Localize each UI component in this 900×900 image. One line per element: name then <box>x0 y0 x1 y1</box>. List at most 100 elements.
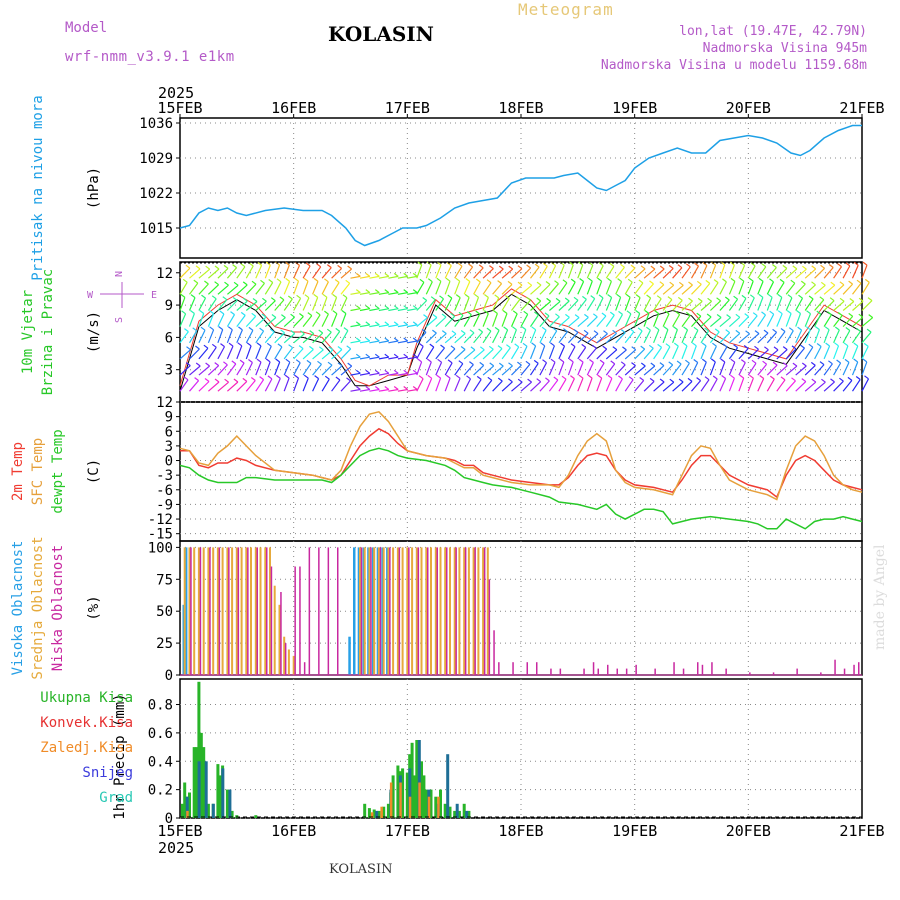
wind-barb <box>605 363 616 376</box>
wind-barb <box>378 275 389 279</box>
wind-barb <box>558 316 570 328</box>
wind-barb-flag <box>497 280 502 285</box>
wind-barb <box>359 388 370 392</box>
cloud-bar <box>464 547 467 675</box>
wind-barb-flag <box>224 378 229 383</box>
y-tick-label-clouds: 75 <box>156 572 173 588</box>
wind-barb <box>302 280 309 295</box>
wind-barb-flag <box>659 265 665 270</box>
wind-barb <box>369 324 380 328</box>
cloud-bar <box>427 547 429 675</box>
wind-barb <box>548 283 559 295</box>
wind-barb-flag <box>494 294 500 299</box>
wind-barb-flag <box>423 314 428 319</box>
wind-barb <box>596 280 603 295</box>
wind-barb-flag <box>763 329 769 334</box>
wind-barb-flag <box>609 311 615 316</box>
wind-barb <box>795 313 802 327</box>
wind-barb <box>501 268 514 279</box>
y-tick-label-wind: 6 <box>165 330 173 346</box>
wind-barb <box>435 362 443 376</box>
wind-barb-flag <box>654 326 660 331</box>
wind-barb <box>577 377 584 392</box>
wind-barb-flag <box>429 343 435 348</box>
wind-barb-flag <box>193 279 199 284</box>
precip-bar <box>446 754 450 818</box>
wind-barb <box>634 268 646 279</box>
wind-barb <box>833 380 844 392</box>
wind-barb <box>548 330 558 344</box>
wind-barb <box>596 348 608 360</box>
wind-barb-flag <box>657 343 662 348</box>
wind-barb-flag <box>849 298 855 302</box>
wind-barb-flag <box>365 337 371 342</box>
wind-barb <box>520 329 527 344</box>
wind-barb-flag <box>508 265 514 270</box>
wind-barb <box>188 297 196 311</box>
cloud-bar <box>396 547 399 675</box>
cloud-bar <box>453 547 456 675</box>
cloud-bar <box>725 668 727 675</box>
wind-barb <box>624 281 633 295</box>
cloud-bar <box>853 664 855 675</box>
wind-barb <box>510 313 518 327</box>
precip-bar <box>405 772 409 818</box>
wind-barb <box>728 377 735 392</box>
wind-barb-flag <box>384 386 390 390</box>
wind-barb <box>189 268 201 279</box>
wind-barb-flag <box>827 311 832 316</box>
cloud-bar <box>212 547 215 675</box>
wind-barb-flag <box>204 378 210 382</box>
wind-barb-flag <box>309 330 315 335</box>
y-tick-label-pressure: 1029 <box>139 151 173 167</box>
wind-barb-flag <box>355 386 361 390</box>
wind-barb-flag <box>806 310 811 315</box>
y-axis-label: 10m Vjetar <box>20 290 36 374</box>
wind-barb-flag <box>276 278 282 283</box>
wind-barb-flag <box>773 346 779 351</box>
wind-barb <box>340 330 349 344</box>
wind-barb-flag <box>322 293 328 298</box>
wind-barb-flag <box>256 342 262 347</box>
wind-barb <box>226 363 237 376</box>
wind-barb <box>690 330 699 344</box>
wind-barb <box>482 282 492 295</box>
wind-barb-flag <box>251 280 257 285</box>
wind-barb <box>378 372 389 376</box>
precip-bar <box>197 681 201 818</box>
cloud-bar <box>280 592 282 675</box>
y-tick-label-clouds: 0 <box>165 668 173 684</box>
wind-barb-flag <box>739 374 745 379</box>
wind-barb <box>312 297 319 311</box>
wind-barb <box>586 377 593 392</box>
wind-barb <box>454 363 464 376</box>
wind-barb <box>274 317 286 328</box>
wind-barb-flag <box>866 328 872 333</box>
wind-barb-flag <box>238 326 243 331</box>
wind-barb-flag <box>696 377 701 382</box>
cloud-bar <box>673 662 675 675</box>
wind-barb <box>709 264 717 279</box>
wind-barb-flag <box>635 294 641 299</box>
precip-bar <box>363 803 367 818</box>
cloud-bar <box>202 547 205 675</box>
wind-barb-flag <box>526 264 531 269</box>
cloud-bar <box>308 547 311 675</box>
wind-barb <box>378 356 389 360</box>
wind-barb-flag <box>465 278 471 282</box>
wind-barb <box>511 364 522 376</box>
wind-barb <box>302 377 309 392</box>
wind-barb <box>615 364 626 376</box>
cloud-bar <box>382 547 385 675</box>
wind-barb <box>653 268 665 279</box>
wind-barb-flag <box>181 310 186 315</box>
wind-barb-flag <box>750 262 756 267</box>
wind-barb <box>605 297 613 311</box>
wind-barb-flag <box>536 378 542 383</box>
wind-barb <box>624 331 635 344</box>
wind-barb <box>804 284 816 295</box>
precip-bar <box>462 803 466 818</box>
wind-barb <box>520 363 531 376</box>
wind-barb <box>672 345 679 360</box>
wind-barb <box>709 361 716 376</box>
